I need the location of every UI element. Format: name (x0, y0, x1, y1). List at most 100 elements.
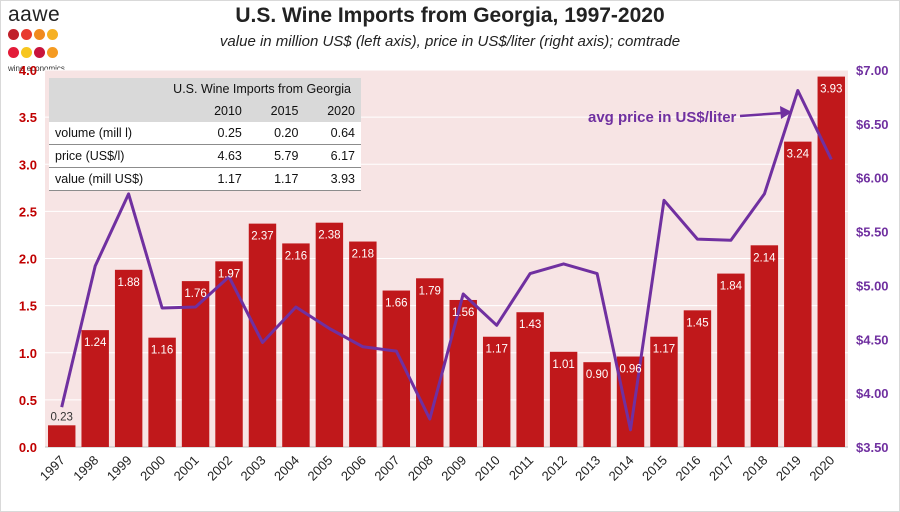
x-tick-label: 2005 (304, 453, 335, 484)
bar-value-label: 1.97 (218, 268, 240, 280)
bar (349, 241, 377, 447)
table-year: 2020 (304, 100, 361, 122)
bar-value-label: 1.84 (720, 281, 743, 293)
table-row: value (mill US$) 1.17 1.17 3.93 (49, 167, 361, 191)
bar (516, 312, 544, 447)
row-label: price (US$/l) (49, 144, 192, 168)
y-right-tick-label: $5.50 (856, 225, 889, 240)
bar (817, 76, 845, 447)
x-tick-label: 2008 (405, 453, 436, 484)
bar (114, 269, 143, 447)
x-tick-label: 2012 (539, 453, 570, 484)
bar-value-label: 3.93 (820, 84, 842, 96)
x-tick-label: 2004 (271, 453, 302, 484)
price-line (60, 89, 833, 432)
bar (750, 245, 779, 447)
table-cell: 6.17 (304, 144, 361, 168)
logo-dot (47, 29, 58, 40)
bar-value-label: 3.24 (787, 149, 810, 161)
table-cell: 1.17 (191, 167, 248, 191)
logo-dot (8, 29, 19, 40)
x-tick-label: 2016 (673, 453, 704, 484)
logo-dot (21, 47, 32, 58)
table-title: U.S. Wine Imports from Georgia (49, 78, 361, 100)
x-tick-label: 2010 (472, 453, 503, 484)
x-tick-label: 2018 (739, 453, 770, 484)
x-tick-label: 2003 (238, 453, 269, 484)
summary-table: U.S. Wine Imports from Georgia 2010 2015… (49, 78, 361, 191)
bar (650, 336, 678, 447)
logo-word: aawe (8, 3, 61, 26)
bar-value-label: 1.01 (552, 359, 574, 371)
x-tick-label: 2015 (639, 453, 670, 484)
table-cell: 0.25 (191, 122, 248, 145)
x-tick-label: 2011 (506, 453, 536, 483)
x-tick-label: 1998 (70, 453, 101, 484)
table-row: price (US$/l) 4.63 5.79 6.17 (49, 144, 361, 168)
table-corner (49, 100, 192, 122)
table-cell: 1.17 (247, 167, 305, 191)
annotation-arrow-head (780, 106, 792, 119)
logo-dot (8, 47, 19, 58)
table-year: 2010 (191, 100, 248, 122)
x-tick-label: 2014 (606, 453, 637, 484)
bar-value-label: 1.17 (485, 344, 507, 356)
y-right-tick-label: $7.00 (856, 63, 889, 78)
bar-value-label: 1.16 (151, 345, 173, 357)
y-left-tick-label: 3.0 (19, 157, 37, 172)
y-right-tick-label: $4.00 (856, 386, 889, 401)
bar-value-label: 1.66 (385, 298, 407, 310)
y-right-tick-label: $5.00 (856, 278, 889, 293)
annotation-arrow-shaft (739, 111, 783, 118)
y-left-tick-label: 4.0 (19, 63, 37, 78)
logo-dot (21, 29, 32, 40)
bar (215, 261, 243, 447)
bar-value-label: 0.90 (586, 369, 608, 381)
bar (784, 141, 812, 447)
table-year: 2015 (247, 100, 305, 122)
y-right-tick-label: $6.00 (856, 171, 889, 186)
y-left-tick-label: 2.5 (19, 204, 37, 219)
logo-dot (34, 29, 45, 40)
bar (549, 351, 578, 447)
x-tick-label: 2009 (438, 453, 469, 484)
bar-value-label: 2.16 (285, 250, 307, 262)
y-right-tick-label: $3.50 (856, 440, 889, 455)
bar (148, 337, 176, 447)
logo-subtext: wine economics (8, 64, 65, 73)
bar-value-label: 1.88 (117, 277, 139, 289)
bar-value-label: 2.14 (753, 252, 776, 264)
x-tick-label: 2000 (137, 453, 168, 484)
table-title-row: U.S. Wine Imports from Georgia (49, 78, 361, 100)
bar-value-label: 2.38 (318, 230, 340, 242)
logo-dot (47, 47, 58, 58)
x-tick-label: 2006 (338, 453, 369, 484)
bar (583, 362, 611, 447)
table-cell: 5.79 (247, 144, 305, 168)
x-tick-label: 2013 (572, 453, 603, 484)
bar (717, 273, 745, 447)
bar (683, 310, 712, 447)
logo-dot (34, 47, 45, 58)
bar (48, 425, 76, 447)
bar-value-label: 1.24 (84, 337, 107, 349)
chart-title: U.S. Wine Imports from Georgia, 1997-202… (235, 4, 665, 27)
bar-value-label: 2.18 (352, 249, 374, 261)
x-tick-label: 2007 (371, 453, 402, 484)
x-tick-label: 2020 (806, 453, 837, 484)
bar (449, 299, 477, 447)
bar-value-label: 1.43 (519, 319, 541, 331)
bar (248, 223, 277, 447)
bar (482, 336, 511, 447)
bar (81, 330, 109, 447)
chart-subtitle: value in million US$ (left axis), price … (219, 33, 681, 50)
bar-value-label: 1.45 (686, 317, 708, 329)
table-year-row: 2010 2015 2020 (49, 100, 361, 122)
table-row: volume (mill l) 0.25 0.20 0.64 (49, 122, 361, 145)
table-cell: 0.20 (247, 122, 305, 145)
table-cell: 4.63 (191, 144, 248, 168)
y-left-tick-label: 1.0 (19, 346, 37, 361)
price-annotation: avg price in US$/liter (588, 109, 737, 126)
y-left-tick-label: 0.5 (19, 393, 37, 408)
